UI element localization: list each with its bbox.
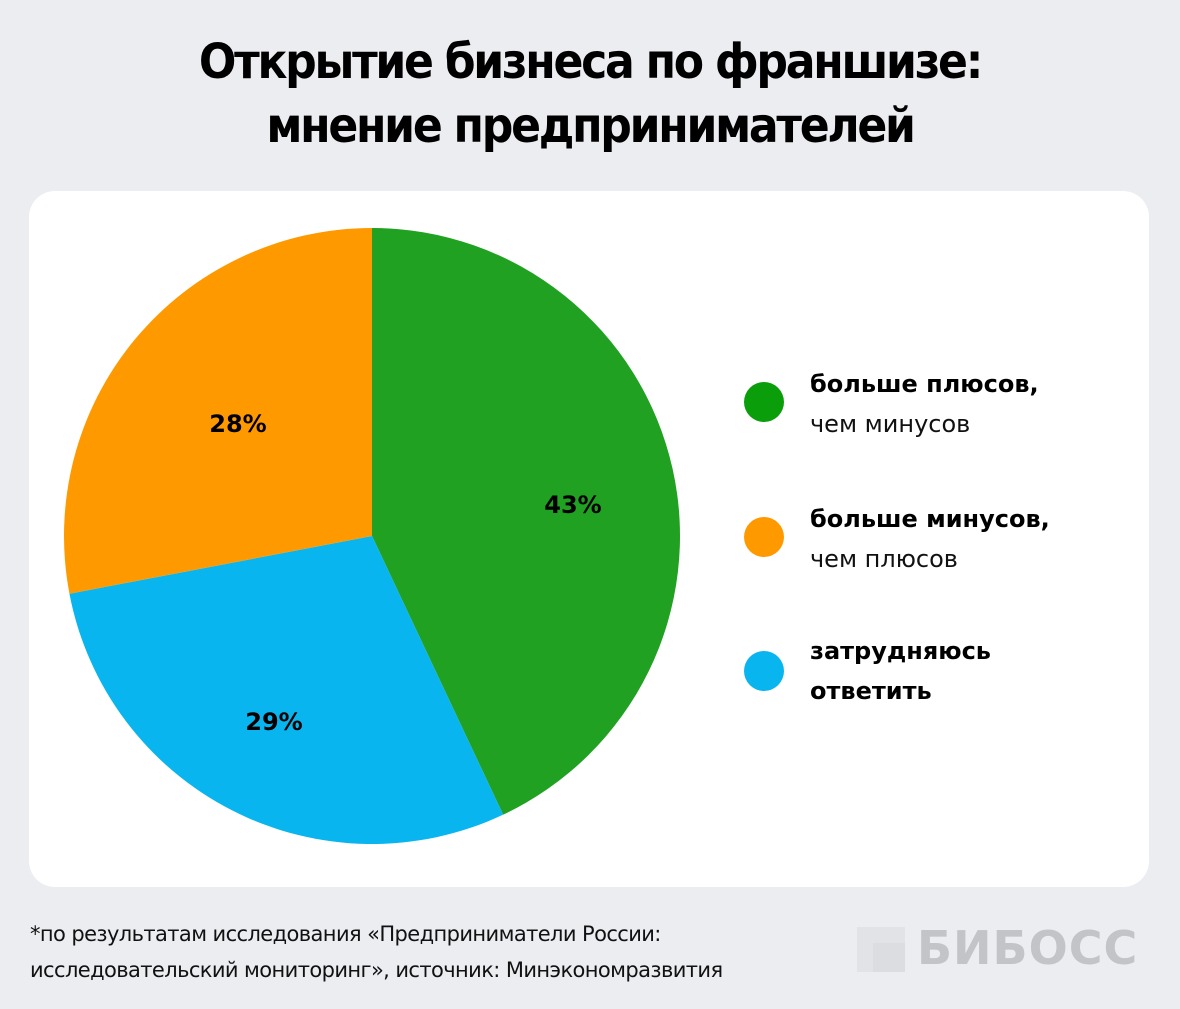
chart-title-line1: Открытие бизнеса по франшизе: xyxy=(198,34,983,90)
legend-label-bold: затрудняюсь xyxy=(810,637,991,665)
slice-label-plus: 43% xyxy=(544,491,602,519)
logo-square-inner-icon xyxy=(873,943,905,972)
footnote-line2: исследовательский мониторинг», источник:… xyxy=(30,958,723,982)
pie-slice-plus xyxy=(372,228,680,815)
slice-label-undecided: 29% xyxy=(245,708,303,736)
legend-label-normal: чем плюсов xyxy=(810,545,958,573)
footnote: *по результатам исследования «Предприним… xyxy=(30,916,723,988)
legend-label-bold: больше минусов, xyxy=(810,505,1050,533)
pie-slice-minus xyxy=(64,228,372,594)
legend-label-normal: чем минусов xyxy=(810,410,971,438)
footnote-line1: *по результатам исследования «Предприним… xyxy=(30,922,661,946)
brand-logo: БИБОСС xyxy=(857,921,1157,977)
logo-text: БИБОСС xyxy=(917,921,1139,975)
chart-title: Открытие бизнеса по франшизе: мнение пре… xyxy=(47,30,1133,158)
legend-dot-blue-icon xyxy=(744,651,784,691)
legend-label-bold: больше плюсов, xyxy=(810,370,1039,398)
pie-chart xyxy=(64,228,680,844)
legend-dot-orange-icon xyxy=(744,517,784,557)
legend-label-bold-2: ответить xyxy=(810,677,932,705)
pie-slice-undecided xyxy=(69,536,504,844)
legend-dot-green-icon xyxy=(744,382,784,422)
slice-label-minus: 28% xyxy=(209,410,267,438)
chart-title-line2: мнение предпринимателей xyxy=(266,98,916,154)
